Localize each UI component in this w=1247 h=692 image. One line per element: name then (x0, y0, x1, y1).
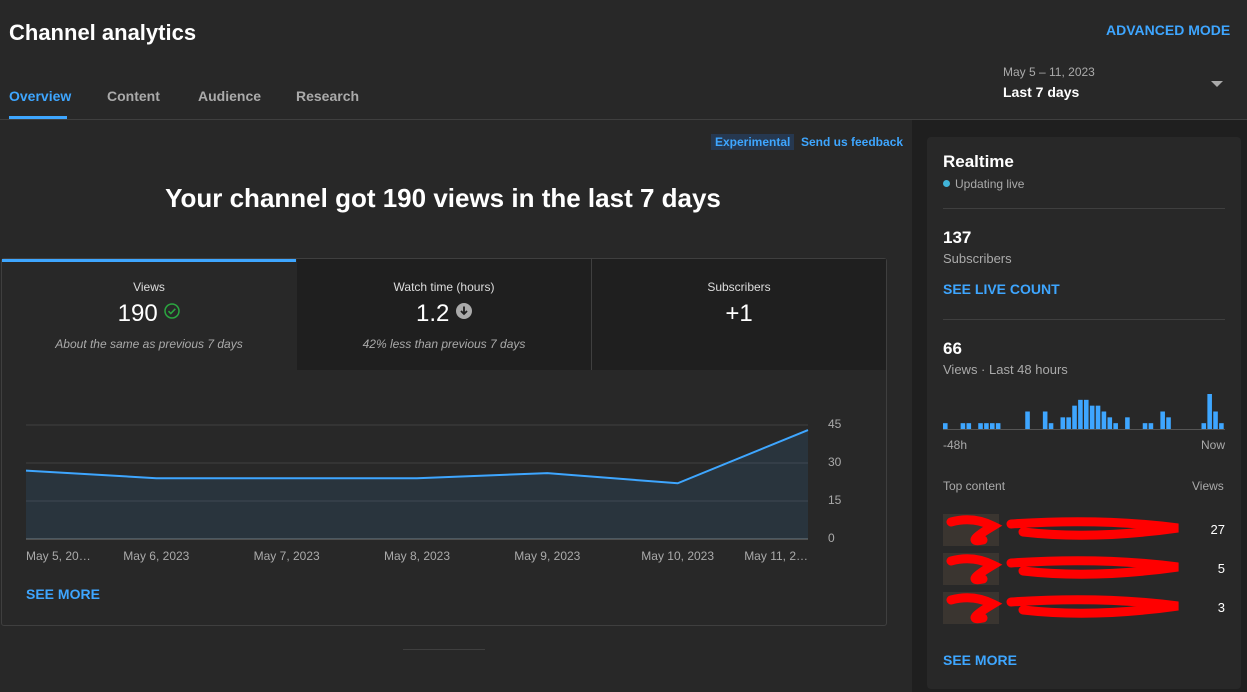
line-chart: 0 15 30 45 May 5, 20… May 6, 2023 May 7, 2023 M… (25, 417, 842, 563)
bar (1201, 423, 1207, 429)
tab[interactable]: Overview (9, 88, 72, 104)
bar (1095, 405, 1101, 429)
bar (1084, 399, 1089, 429)
y-tick-label: 15 (828, 493, 842, 507)
check-icon (164, 303, 181, 319)
bar (1042, 411, 1048, 429)
redaction (946, 515, 1179, 546)
bar (1142, 423, 1148, 429)
live-dot (943, 180, 950, 187)
x-tick-label: May 9, 2023 (514, 549, 580, 563)
x-tick-label: May 7, 2023 (254, 549, 320, 563)
divider (943, 208, 1225, 209)
bar (978, 423, 983, 429)
bar (1148, 423, 1154, 429)
views-count: 66 (943, 339, 962, 358)
period[interactable]: Last 7 days (1003, 84, 1080, 100)
metric-value: 1.2 (415, 300, 450, 327)
axis-label: Now (1201, 438, 1225, 452)
bar (1219, 423, 1224, 429)
bar (1107, 417, 1113, 429)
view-count: 5 (1217, 561, 1225, 576)
metric-label[interactable]: Views (133, 280, 165, 294)
x-tick-label: May 8, 2023 (384, 549, 450, 563)
metric-divider (591, 259, 592, 370)
tab[interactable]: Audience (198, 88, 262, 104)
x-tick-label: May 5, 20… (26, 549, 91, 563)
metric-note: 42% less than previous 7 days (362, 337, 526, 351)
bar (1060, 417, 1066, 429)
area (26, 430, 808, 539)
bar (1089, 405, 1095, 429)
bar (1207, 394, 1212, 429)
bar (1072, 405, 1077, 429)
y-tick-label: 45 (828, 417, 842, 431)
subscriber-count: 137 (943, 228, 972, 247)
subscriber-label: Subscribers (943, 251, 1012, 266)
page-title: Channel analytics (9, 20, 197, 45)
bar (1160, 411, 1165, 429)
tab[interactable]: Content (107, 88, 160, 104)
metric-label[interactable]: Subscribers (707, 280, 771, 294)
bar (1125, 417, 1130, 429)
bar (1078, 399, 1083, 429)
dropdown-arrow[interactable] (1211, 81, 1223, 87)
see-more[interactable]: SEE MORE (943, 652, 1017, 668)
bar (1166, 417, 1171, 429)
bar (943, 423, 948, 429)
line (25, 429, 809, 485)
bar (1066, 417, 1071, 429)
axis-label: -48h (943, 438, 967, 452)
top-content-column: Views (1192, 479, 1224, 493)
live-status: Updating live (955, 177, 1025, 191)
see-more[interactable]: SEE MORE (26, 586, 100, 602)
scroll-indicator (403, 649, 485, 650)
header-divider (0, 119, 1247, 120)
bar (1113, 423, 1118, 429)
metric-value: 190 (117, 300, 158, 327)
views-label: Views · Last 48 hours (943, 362, 1068, 377)
metric-value: +1 (725, 300, 753, 327)
badge: Experimental (711, 134, 795, 150)
realtime-chart: -48h Now (943, 394, 1225, 452)
x-tick-label: May 6, 2023 (123, 549, 189, 563)
top-content-title: Top content (943, 479, 1006, 493)
advanced-mode[interactable]: ADVANCED MODE (1106, 22, 1231, 38)
tab-indicator (9, 116, 67, 119)
y-tick-label: 0 (828, 531, 835, 545)
view-count: 27 (1210, 522, 1225, 537)
feedback-link[interactable]: Send us feedback (801, 135, 904, 149)
divider (943, 319, 1225, 320)
bar (995, 423, 1001, 429)
bar (1048, 423, 1054, 429)
bar (1025, 411, 1030, 429)
bar (1101, 411, 1107, 429)
bar (960, 423, 966, 429)
metric-note: About the same as previous 7 days (55, 337, 243, 351)
live-count-link[interactable]: SEE LIVE COUNT (943, 281, 1060, 297)
bar (990, 423, 995, 429)
view-count: 3 (1217, 600, 1225, 615)
tab[interactable]: Research (296, 88, 360, 104)
metric-indicator (2, 259, 296, 262)
y-tick-label: 30 (828, 455, 842, 469)
date-range[interactable]: May 5 – 11, 2023 (1003, 65, 1095, 79)
redaction (946, 593, 1179, 624)
x-tick-label: May 10, 2023 (641, 549, 714, 563)
bar (984, 423, 989, 429)
bar (966, 423, 972, 429)
bar (1213, 411, 1218, 429)
realtime-title: Realtime (943, 152, 1014, 171)
down-icon (456, 303, 473, 319)
headline: Your channel got 190 views in the last 7… (165, 183, 721, 213)
metric-label[interactable]: Watch time (hours) (393, 280, 495, 294)
redaction (946, 554, 1179, 585)
x-tick-label: May 11, 2… (744, 549, 808, 563)
